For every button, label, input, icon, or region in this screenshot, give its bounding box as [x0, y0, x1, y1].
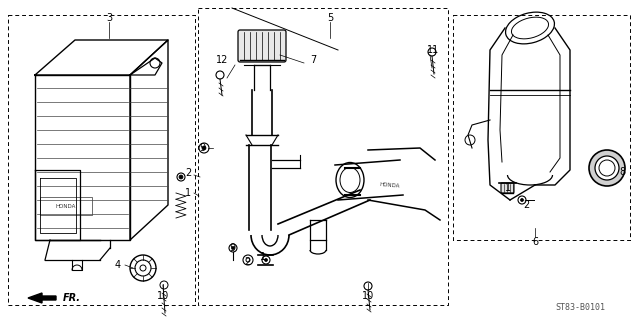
Text: 9: 9 [229, 243, 235, 253]
Text: 2: 2 [185, 168, 191, 178]
Text: 12: 12 [216, 55, 228, 65]
Circle shape [177, 173, 185, 181]
Circle shape [179, 175, 183, 179]
Text: 8: 8 [619, 167, 625, 177]
FancyBboxPatch shape [238, 30, 286, 62]
Circle shape [229, 244, 237, 252]
Text: HONDA: HONDA [56, 204, 76, 209]
Circle shape [599, 160, 615, 176]
FancyBboxPatch shape [501, 183, 514, 193]
Circle shape [160, 281, 168, 289]
Circle shape [428, 48, 436, 56]
Text: 4: 4 [115, 260, 121, 270]
Circle shape [199, 143, 209, 153]
Text: 3: 3 [106, 13, 112, 23]
Text: 11: 11 [427, 45, 439, 55]
Text: ST83-B0101: ST83-B0101 [555, 303, 605, 313]
Text: HONDA: HONDA [380, 182, 401, 188]
Circle shape [364, 282, 372, 290]
Text: 9: 9 [199, 143, 205, 153]
Text: 2: 2 [244, 257, 250, 267]
Circle shape [246, 258, 250, 262]
Circle shape [589, 150, 625, 186]
Text: 1: 1 [505, 183, 511, 193]
Text: FR.: FR. [63, 293, 81, 303]
Circle shape [216, 71, 224, 79]
Text: 2: 2 [523, 200, 529, 210]
Text: 10: 10 [362, 291, 374, 301]
Text: 1: 1 [185, 188, 191, 198]
Circle shape [595, 156, 619, 180]
Polygon shape [28, 293, 56, 303]
Circle shape [264, 259, 268, 261]
Text: 10: 10 [157, 291, 169, 301]
Circle shape [262, 256, 270, 264]
Text: 1: 1 [260, 252, 266, 262]
Circle shape [520, 198, 524, 202]
Circle shape [202, 146, 206, 150]
Text: 7: 7 [310, 55, 316, 65]
Circle shape [231, 246, 234, 250]
Circle shape [243, 255, 253, 265]
Circle shape [140, 265, 146, 271]
Text: 5: 5 [327, 13, 333, 23]
Bar [40, 197, 92, 215]
Circle shape [518, 196, 526, 204]
Text: 6: 6 [532, 237, 538, 247]
